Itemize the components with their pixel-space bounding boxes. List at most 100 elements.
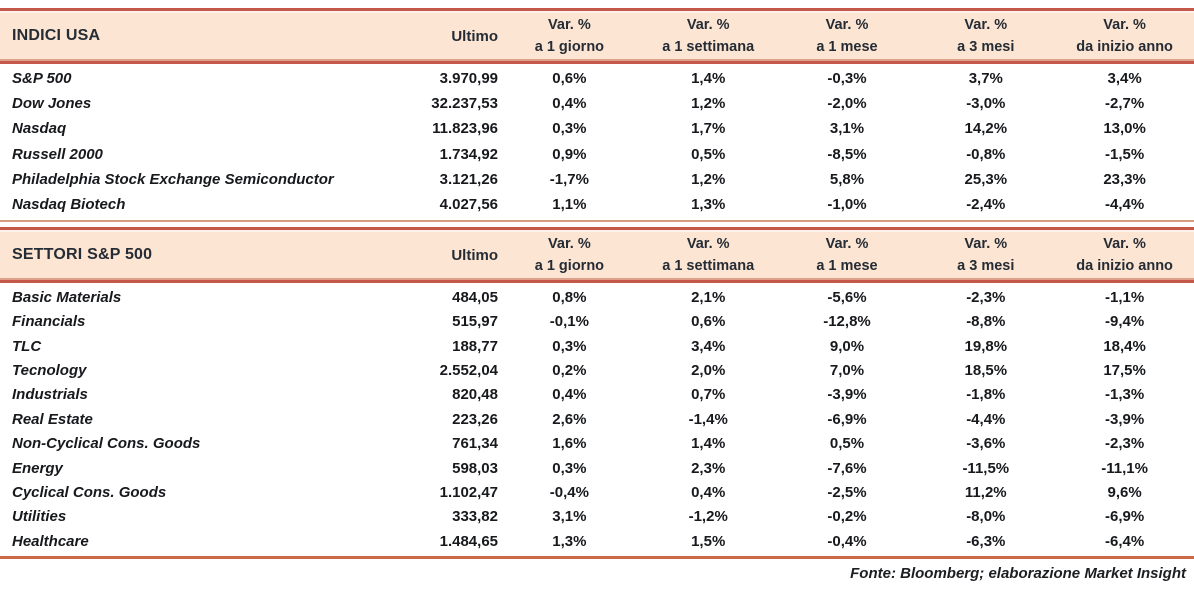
source-footer: Fonte: Bloomberg; elaborazione Market In…: [0, 559, 1194, 587]
cell-var-1-giorno: 0,6%: [552, 70, 587, 88]
cell-var-3-mesi: -8,0%: [966, 508, 1006, 526]
cell-var-inizio-anno: -6,9%: [1104, 508, 1145, 526]
cell-var-inizio-anno: -6,4%: [1104, 532, 1145, 550]
cell-var-3-mesi: 18,5%: [964, 361, 1008, 379]
row-label: Cyclical Cons. Goods: [12, 483, 167, 501]
cell-ultimo: 32.237,53: [431, 95, 498, 113]
cell-var-3-mesi: 14,2%: [964, 120, 1008, 138]
column-header-var-3-mesi: Var. % a 3 mesi: [916, 233, 1055, 278]
indici-usa-table: INDICI USA Ultimo Var. % a 1 giorno Var.…: [0, 8, 1194, 223]
cell-var-inizio-anno: -1,3%: [1104, 386, 1145, 404]
row-label: Russell 2000: [12, 145, 103, 163]
var-label: Var. %: [1103, 16, 1146, 33]
cell-var-1-settimana: 3,4%: [691, 337, 726, 355]
period-label: da inizio anno: [1076, 258, 1173, 275]
cell-var-1-mese: -0,3%: [827, 70, 867, 88]
var-label: Var. %: [548, 16, 591, 33]
cell-var-1-giorno: -0,4%: [549, 483, 589, 501]
row-label: Financials: [12, 313, 86, 331]
table-row: TLC 188,77 0,3% 3,4% 9,0% 19,8% 18,4%: [0, 334, 1194, 358]
var-label: Var. %: [964, 235, 1008, 252]
table-title: SETTORI S&P 500: [12, 246, 153, 264]
row-label: S&P 500: [12, 70, 72, 88]
row-label: Industrials: [12, 386, 88, 404]
column-header-var-1-giorno: Var. % a 1 giorno: [500, 233, 639, 278]
cell-var-1-mese: -0,4%: [827, 532, 867, 550]
cell-var-1-mese: -7,6%: [827, 459, 867, 477]
table-row: Financials 515,97 -0,1% 0,6% -12,8% -8,8…: [0, 310, 1194, 334]
cell-var-3-mesi: -3,6%: [966, 435, 1006, 453]
cell-ultimo: 2.552,04: [439, 361, 498, 379]
table-row: Utilities 333,82 3,1% -1,2% -0,2% -8,0% …: [0, 505, 1194, 529]
cell-ultimo: 333,82: [452, 508, 498, 526]
row-label: Energy: [12, 459, 63, 477]
cell-var-1-giorno: 0,4%: [552, 386, 587, 404]
cell-ultimo: 515,97: [452, 313, 498, 331]
cell-var-3-mesi: -3,0%: [966, 95, 1006, 113]
indici-usa-body: S&P 500 3.970,99 0,6% 1,4% -0,3% 3,7% 3,…: [0, 64, 1194, 223]
table-row: Russell 2000 1.734,92 0,9% 0,5% -8,5% -0…: [0, 142, 1194, 167]
row-label: Dow Jones: [12, 95, 92, 113]
column-header-var-3-mesi: Var. % a 3 mesi: [916, 14, 1055, 59]
cell-var-1-settimana: 1,4%: [691, 70, 726, 88]
column-header-var-1-mese: Var. % a 1 mese: [778, 14, 917, 59]
source-text: Fonte: Bloomberg; elaborazione Market In…: [850, 564, 1186, 582]
cell-var-3-mesi: 25,3%: [964, 170, 1008, 188]
cell-var-1-mese: -2,5%: [827, 483, 867, 501]
var-label: Var. %: [825, 235, 869, 252]
cell-ultimo: 1.102,47: [439, 483, 498, 501]
cell-var-3-mesi: 3,7%: [968, 70, 1003, 88]
column-header-ultimo: Ultimo: [451, 246, 498, 264]
column-header-var-1-giorno: Var. % a 1 giorno: [500, 14, 639, 59]
column-header-var-inizio-anno: Var. % da inizio anno: [1055, 14, 1194, 59]
cell-var-3-mesi: -0,8%: [966, 145, 1006, 163]
cell-var-3-mesi: -8,8%: [966, 313, 1006, 331]
var-label: Var. %: [686, 16, 730, 33]
cell-var-1-mese: -5,6%: [827, 288, 867, 306]
cell-ultimo: 761,34: [452, 435, 498, 453]
cell-var-1-giorno: 0,3%: [552, 337, 587, 355]
table-title: INDICI USA: [12, 27, 101, 44]
cell-var-1-giorno: 0,2%: [552, 361, 587, 379]
cell-var-1-settimana: 1,3%: [691, 196, 726, 214]
table-row: Nasdaq 11.823,96 0,3% 1,7% 3,1% 14,2% 13…: [0, 116, 1194, 141]
cell-ultimo: 188,77: [452, 337, 498, 355]
column-header-var-1-mese: Var. % a 1 mese: [778, 233, 917, 278]
cell-var-inizio-anno: -3,9%: [1104, 410, 1145, 428]
cell-var-1-mese: -1,0%: [827, 196, 867, 214]
row-label: Real Estate: [12, 410, 93, 428]
cell-var-1-mese: -8,5%: [827, 145, 867, 163]
column-header-ultimo: Ultimo: [451, 27, 498, 45]
cell-var-3-mesi: -4,4%: [966, 410, 1006, 428]
table-row: Nasdaq Biotech 4.027,56 1,1% 1,3% -1,0% …: [0, 192, 1194, 217]
cell-var-inizio-anno: 23,3%: [1103, 170, 1146, 188]
cell-var-inizio-anno: -9,4%: [1104, 313, 1145, 331]
cell-ultimo: 484,05: [452, 288, 498, 306]
cell-var-1-giorno: 1,1%: [552, 196, 587, 214]
cell-var-1-settimana: 0,5%: [691, 145, 726, 163]
cell-ultimo: 11.823,96: [432, 120, 498, 138]
row-label: Healthcare: [12, 532, 89, 550]
cell-ultimo: 820,48: [452, 386, 498, 404]
cell-var-1-giorno: 0,3%: [552, 120, 587, 138]
row-label: Utilities: [12, 508, 67, 526]
cell-var-1-mese: 9,0%: [829, 337, 865, 355]
column-header-var-1-settimana: Var. % a 1 settimana: [639, 14, 778, 59]
cell-var-inizio-anno: 13,0%: [1103, 120, 1146, 138]
cell-var-1-settimana: 2,3%: [691, 459, 726, 477]
cell-var-1-giorno: -0,1%: [549, 313, 589, 331]
table-row: S&P 500 3.970,99 0,6% 1,4% -0,3% 3,7% 3,…: [0, 66, 1194, 91]
settori-sp500-header: SETTORI S&P 500 Ultimo Var. % a 1 giorno…: [0, 227, 1194, 284]
cell-var-inizio-anno: 9,6%: [1107, 483, 1142, 501]
row-label: Non-Cyclical Cons. Goods: [12, 435, 201, 453]
cell-ultimo: 4.027,56: [439, 196, 498, 214]
cell-ultimo: 1.734,92: [439, 145, 498, 163]
table-row: Industrials 820,48 0,4% 0,7% -3,9% -1,8%…: [0, 383, 1194, 407]
cell-var-1-settimana: 1,2%: [691, 95, 726, 113]
row-label: Nasdaq Biotech: [12, 196, 126, 214]
table-row: Dow Jones 32.237,53 0,4% 1,2% -2,0% -3,0…: [0, 91, 1194, 116]
row-label: Tecnology: [12, 361, 87, 379]
column-header-var-1-settimana: Var. % a 1 settimana: [639, 233, 778, 278]
row-label: Philadelphia Stock Exchange Semiconducto…: [12, 170, 334, 188]
